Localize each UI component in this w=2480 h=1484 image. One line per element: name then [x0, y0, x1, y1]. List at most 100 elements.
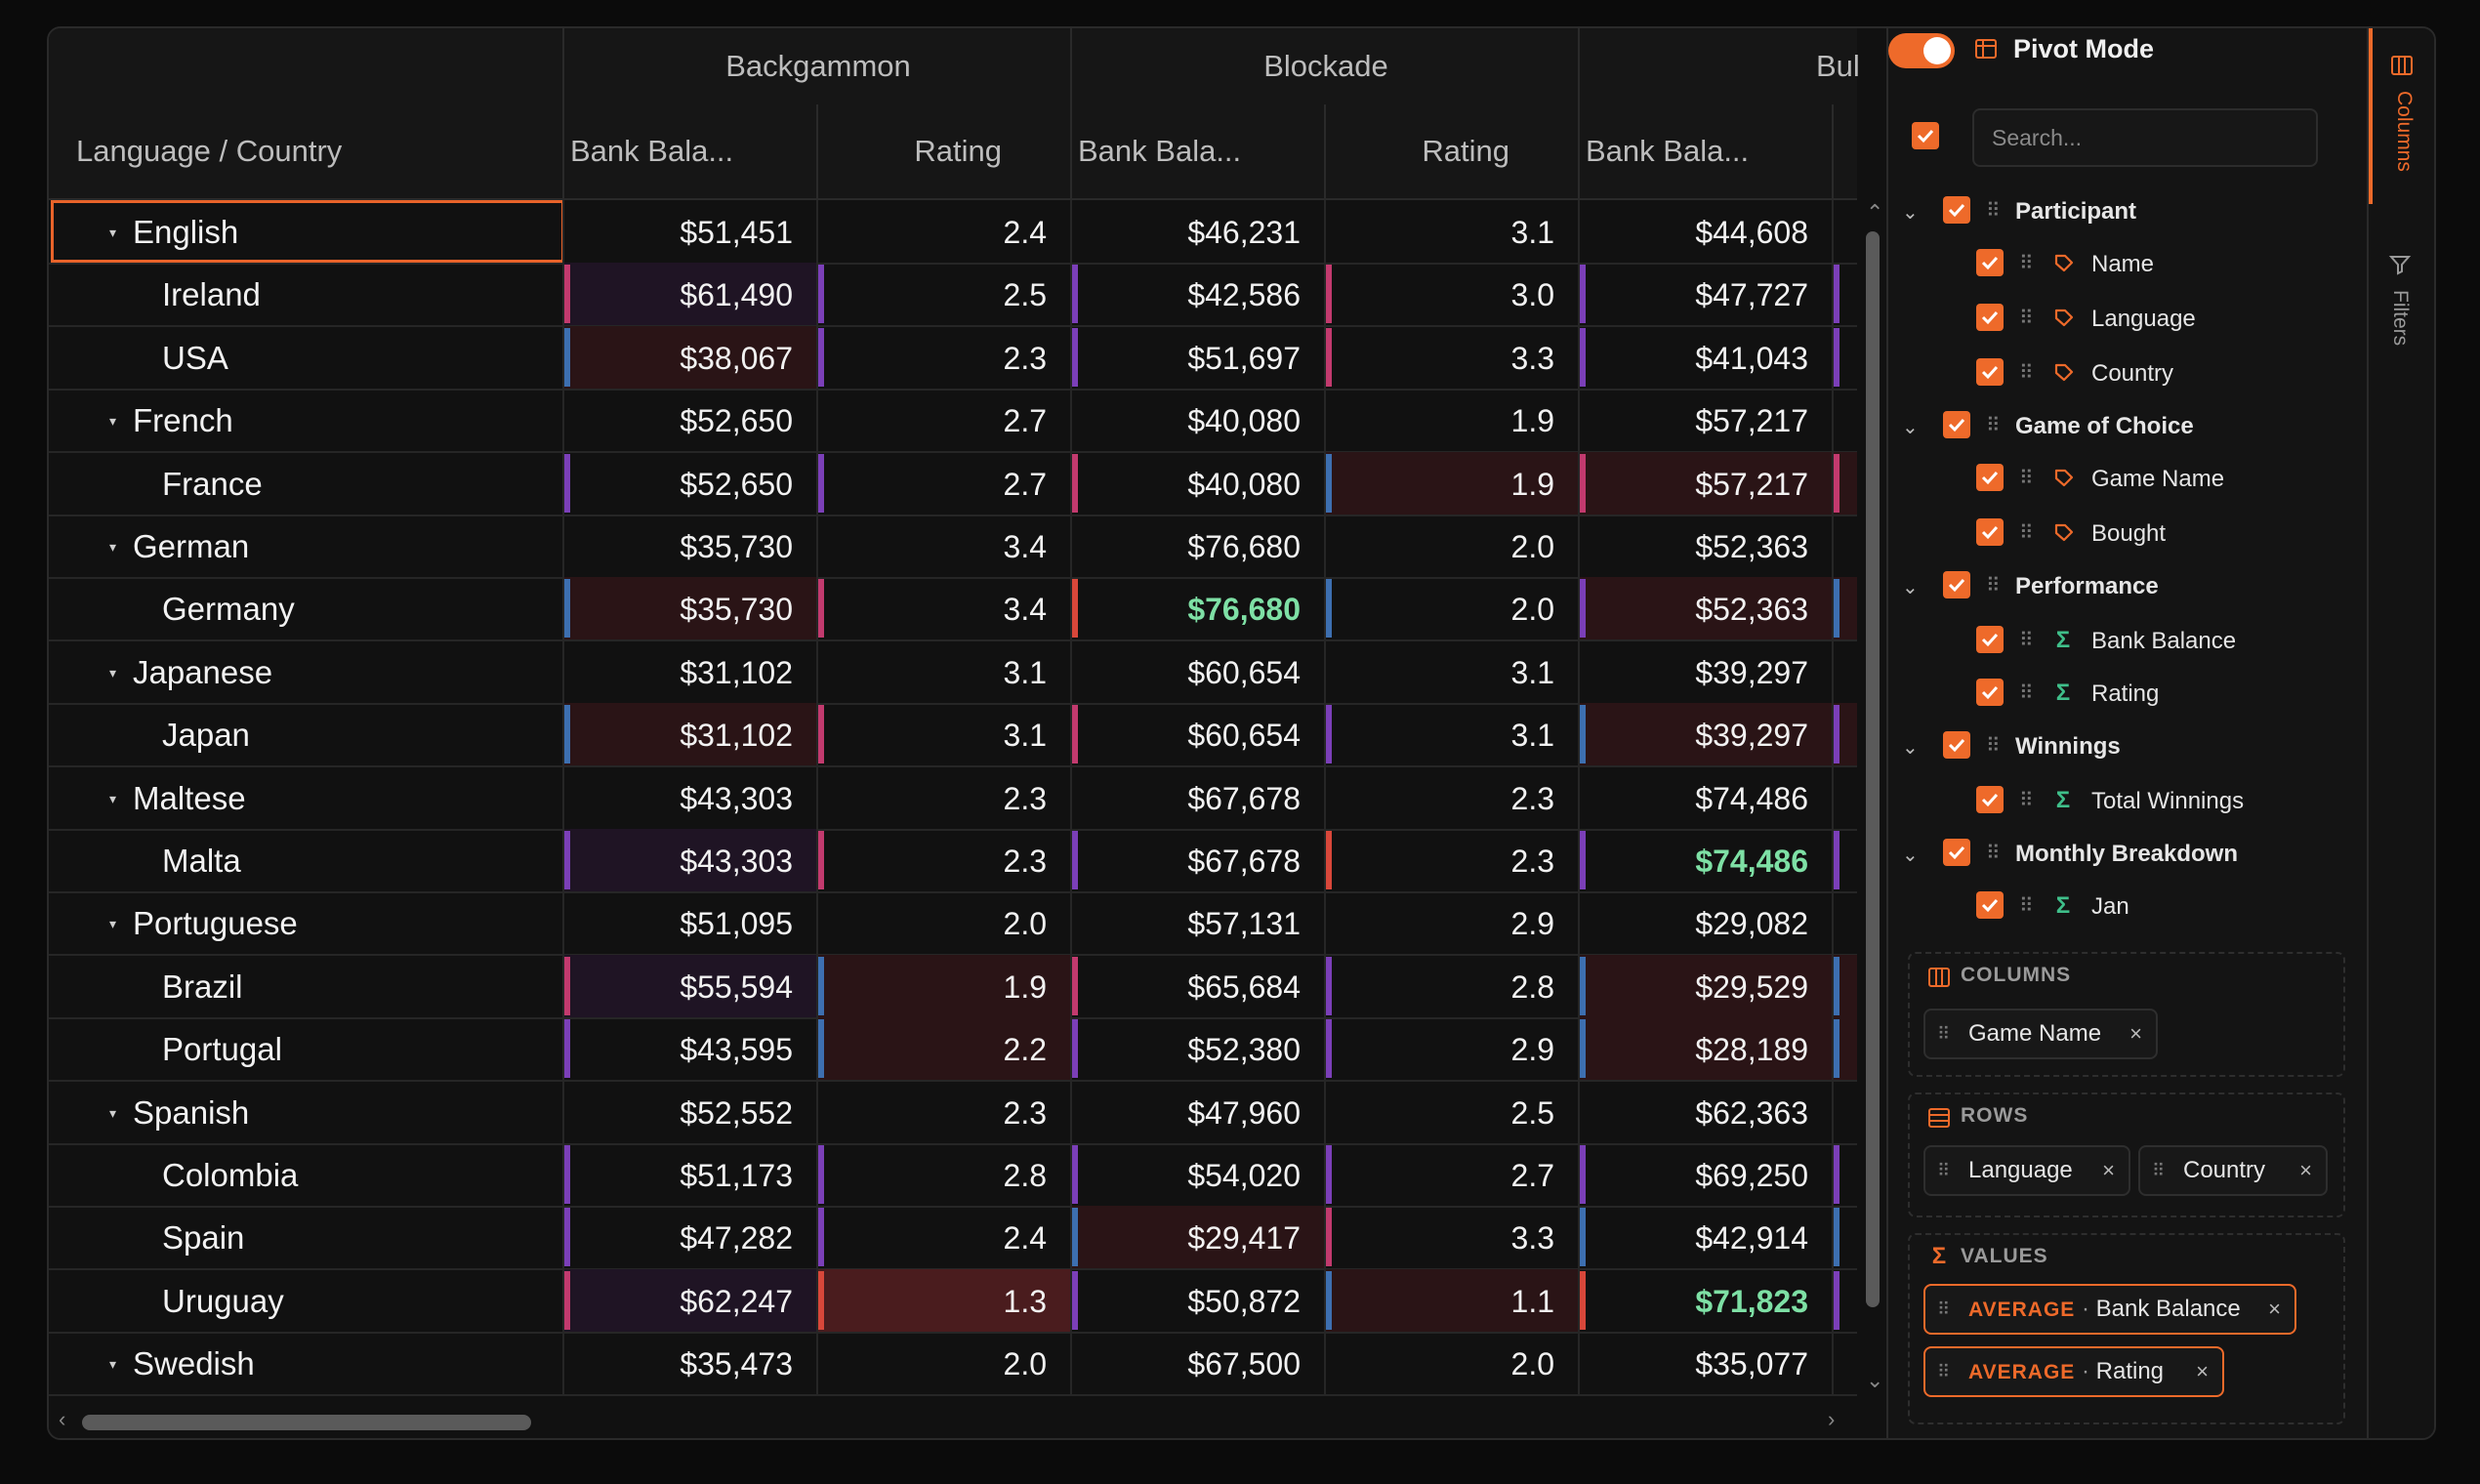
rating-cell[interactable]: 2.3: [1324, 829, 1578, 891]
group-row[interactable]: ▾ German $35,730 3.4 $76,680 2.0 $52,363: [49, 515, 1857, 579]
bank-balance-cell[interactable]: $55,594: [562, 955, 816, 1017]
bank-balance-cell[interactable]: $52,380: [1070, 1017, 1324, 1080]
row-group-cell[interactable]: Uruguay: [49, 1269, 562, 1332]
column-checkbox[interactable]: [1976, 518, 2004, 546]
bank-balance-cell[interactable]: $43,303: [562, 829, 816, 891]
drag-handle-icon[interactable]: ⠿: [1937, 1362, 1951, 1381]
table-row[interactable]: Ireland $61,490 2.5 $42,586 3.0 $47,727: [49, 263, 1857, 327]
bank-balance-cell[interactable]: $29,529: [1578, 955, 1832, 1017]
drag-handle-icon[interactable]: ⠿: [1986, 735, 2001, 757]
bank-balance-cell[interactable]: $43,595: [562, 1017, 816, 1080]
rating-cell[interactable]: 2.0: [1324, 577, 1578, 639]
row-chip-language[interactable]: ⠿ Language ×: [1923, 1145, 2130, 1196]
bank-balance-cell[interactable]: $44,608: [1578, 200, 1832, 263]
column-tree-item[interactable]: ⠿ Name: [1888, 247, 2369, 286]
bank-balance-cell[interactable]: $35,730: [562, 577, 816, 639]
row-group-cell[interactable]: ▾ French: [49, 389, 562, 451]
expand-chevron-icon[interactable]: ▾: [109, 1356, 117, 1372]
expand-chevron-icon[interactable]: ▾: [109, 916, 117, 931]
drag-handle-icon[interactable]: ⠿: [2019, 895, 2034, 917]
column-tree-item[interactable]: ⠿ Σ Bank Balance: [1888, 624, 2369, 663]
rating-cell[interactable]: 2.7: [1324, 1143, 1578, 1206]
rating-cell[interactable]: 1.9: [1324, 389, 1578, 451]
tab-filters[interactable]: Filters: [2369, 224, 2434, 360]
bank-balance-cell[interactable]: $67,678: [1070, 766, 1324, 829]
table-row[interactable]: Colombia $51,173 2.8 $54,020 2.7 $69,250: [49, 1143, 1857, 1208]
rating-cell[interactable]: 3.3: [1324, 326, 1578, 389]
bank-balance-cell[interactable]: $31,102: [562, 640, 816, 703]
column-tree-item[interactable]: ⠿ Language: [1888, 302, 2369, 341]
group-row[interactable]: ▾ Portuguese $51,095 2.0 $57,131 2.9 $29,082: [49, 891, 1857, 956]
drag-handle-icon[interactable]: ⠿: [1986, 575, 2001, 597]
remove-chip-icon[interactable]: ×: [2129, 1021, 2142, 1046]
group-header-backgammon[interactable]: Backgammon: [562, 28, 1072, 104]
column-tree-group[interactable]: ⌄ ⠿ Winnings: [1888, 729, 2369, 768]
chevron-down-icon[interactable]: ⌄: [1902, 845, 1919, 866]
column-checkbox[interactable]: [1976, 679, 2004, 706]
column-checkbox[interactable]: [1976, 464, 2004, 491]
bank-balance-cell[interactable]: $39,297: [1578, 703, 1832, 765]
expand-chevron-icon[interactable]: ▾: [109, 665, 117, 680]
bank-balance-cell[interactable]: $71,823: [1578, 1269, 1832, 1332]
row-group-cell[interactable]: France: [49, 452, 562, 515]
chevron-down-icon[interactable]: ⌄: [1902, 417, 1919, 438]
remove-chip-icon[interactable]: ×: [2196, 1359, 2209, 1383]
rating-cell[interactable]: 3.3: [1324, 1206, 1578, 1268]
bank-balance-cell[interactable]: $76,680: [1070, 577, 1324, 639]
row-group-cell[interactable]: Malta: [49, 829, 562, 891]
bank-balance-cell[interactable]: $35,730: [562, 515, 816, 577]
row-group-cell[interactable]: ▾ English: [49, 200, 564, 263]
group-header-third[interactable]: Bul: [1578, 28, 2086, 104]
table-row[interactable]: Brazil $55,594 1.9 $65,684 2.8 $29,529: [49, 955, 1857, 1019]
select-all-checkbox[interactable]: [1912, 122, 1939, 149]
bank-balance-cell[interactable]: $52,363: [1578, 515, 1832, 577]
bank-balance-cell[interactable]: $62,363: [1578, 1081, 1832, 1143]
row-group-cell[interactable]: Brazil: [49, 955, 562, 1017]
chevron-down-icon[interactable]: ⌄: [1902, 737, 1919, 759]
bank-balance-cell[interactable]: $57,217: [1578, 452, 1832, 515]
remove-chip-icon[interactable]: ×: [2102, 1158, 2115, 1182]
column-checkbox[interactable]: [1976, 626, 2004, 653]
bank-balance-cell[interactable]: $69,250: [1578, 1143, 1832, 1206]
pivot-mode-toggle[interactable]: [1888, 33, 1955, 68]
bank-balance-cell[interactable]: $62,247: [562, 1269, 816, 1332]
group-header-blockade[interactable]: Blockade: [1070, 28, 1580, 104]
rating-cell[interactable]: 2.7: [816, 452, 1070, 515]
bank-balance-cell[interactable]: $47,282: [562, 1206, 816, 1268]
column-tree-item[interactable]: ⠿ Σ Total Winnings: [1888, 784, 2369, 823]
row-group-cell[interactable]: ▾ Japanese: [49, 640, 562, 703]
drag-handle-icon[interactable]: ⠿: [1986, 415, 2001, 436]
bank-balance-cell[interactable]: $52,552: [562, 1081, 816, 1143]
table-row[interactable]: Portugal $43,595 2.2 $52,380 2.9 $28,189: [49, 1017, 1857, 1082]
drag-handle-icon[interactable]: ⠿: [2019, 682, 2034, 704]
bank-balance-cell[interactable]: $38,067: [562, 326, 816, 389]
bank-balance-cell[interactable]: $42,586: [1070, 263, 1324, 325]
bank-balance-cell[interactable]: $43,303: [562, 766, 816, 829]
drag-handle-icon[interactable]: ⠿: [1986, 843, 2001, 864]
bank-balance-cell[interactable]: $57,217: [1578, 389, 1832, 451]
vertical-scroll-thumb[interactable]: [1866, 231, 1880, 1307]
column-checkbox[interactable]: [1943, 411, 1970, 438]
column-checkbox[interactable]: [1976, 304, 2004, 331]
scroll-right-icon[interactable]: ›: [1828, 1407, 1836, 1431]
drag-handle-icon[interactable]: ⠿: [2019, 522, 2034, 544]
column-checkbox[interactable]: [1976, 891, 2004, 919]
drag-handle-icon[interactable]: ⠿: [2019, 308, 2034, 329]
bank-balance-cell[interactable]: $52,650: [562, 389, 816, 451]
bank-balance-cell[interactable]: $41,043: [1578, 326, 1832, 389]
rating-cell[interactable]: 1.1: [1324, 1269, 1578, 1332]
remove-chip-icon[interactable]: ×: [2268, 1297, 2281, 1321]
column-chip-game-name[interactable]: ⠿ Game Name ×: [1923, 1009, 2158, 1059]
column-tree-group[interactable]: ⌄ ⠿ Performance: [1888, 569, 2369, 608]
bank-balance-cell[interactable]: $35,077: [1578, 1332, 1832, 1394]
bank-balance-cell[interactable]: $29,082: [1578, 891, 1832, 954]
drag-handle-icon[interactable]: ⠿: [1937, 1161, 1951, 1180]
column-tree-group[interactable]: ⌄ ⠿ Game of Choice: [1888, 409, 2369, 448]
column-checkbox[interactable]: [1976, 786, 2004, 813]
column-header-rating[interactable]: Rating: [1324, 104, 1578, 198]
bank-balance-cell[interactable]: $74,486: [1578, 766, 1832, 829]
rating-cell[interactable]: 2.0: [1324, 515, 1578, 577]
table-row[interactable]: France $52,650 2.7 $40,080 1.9 $57,217: [49, 452, 1857, 516]
value-chip-rating[interactable]: ⠿ AVERAGE · Rating ×: [1923, 1346, 2224, 1397]
rating-cell[interactable]: 2.3: [816, 829, 1070, 891]
